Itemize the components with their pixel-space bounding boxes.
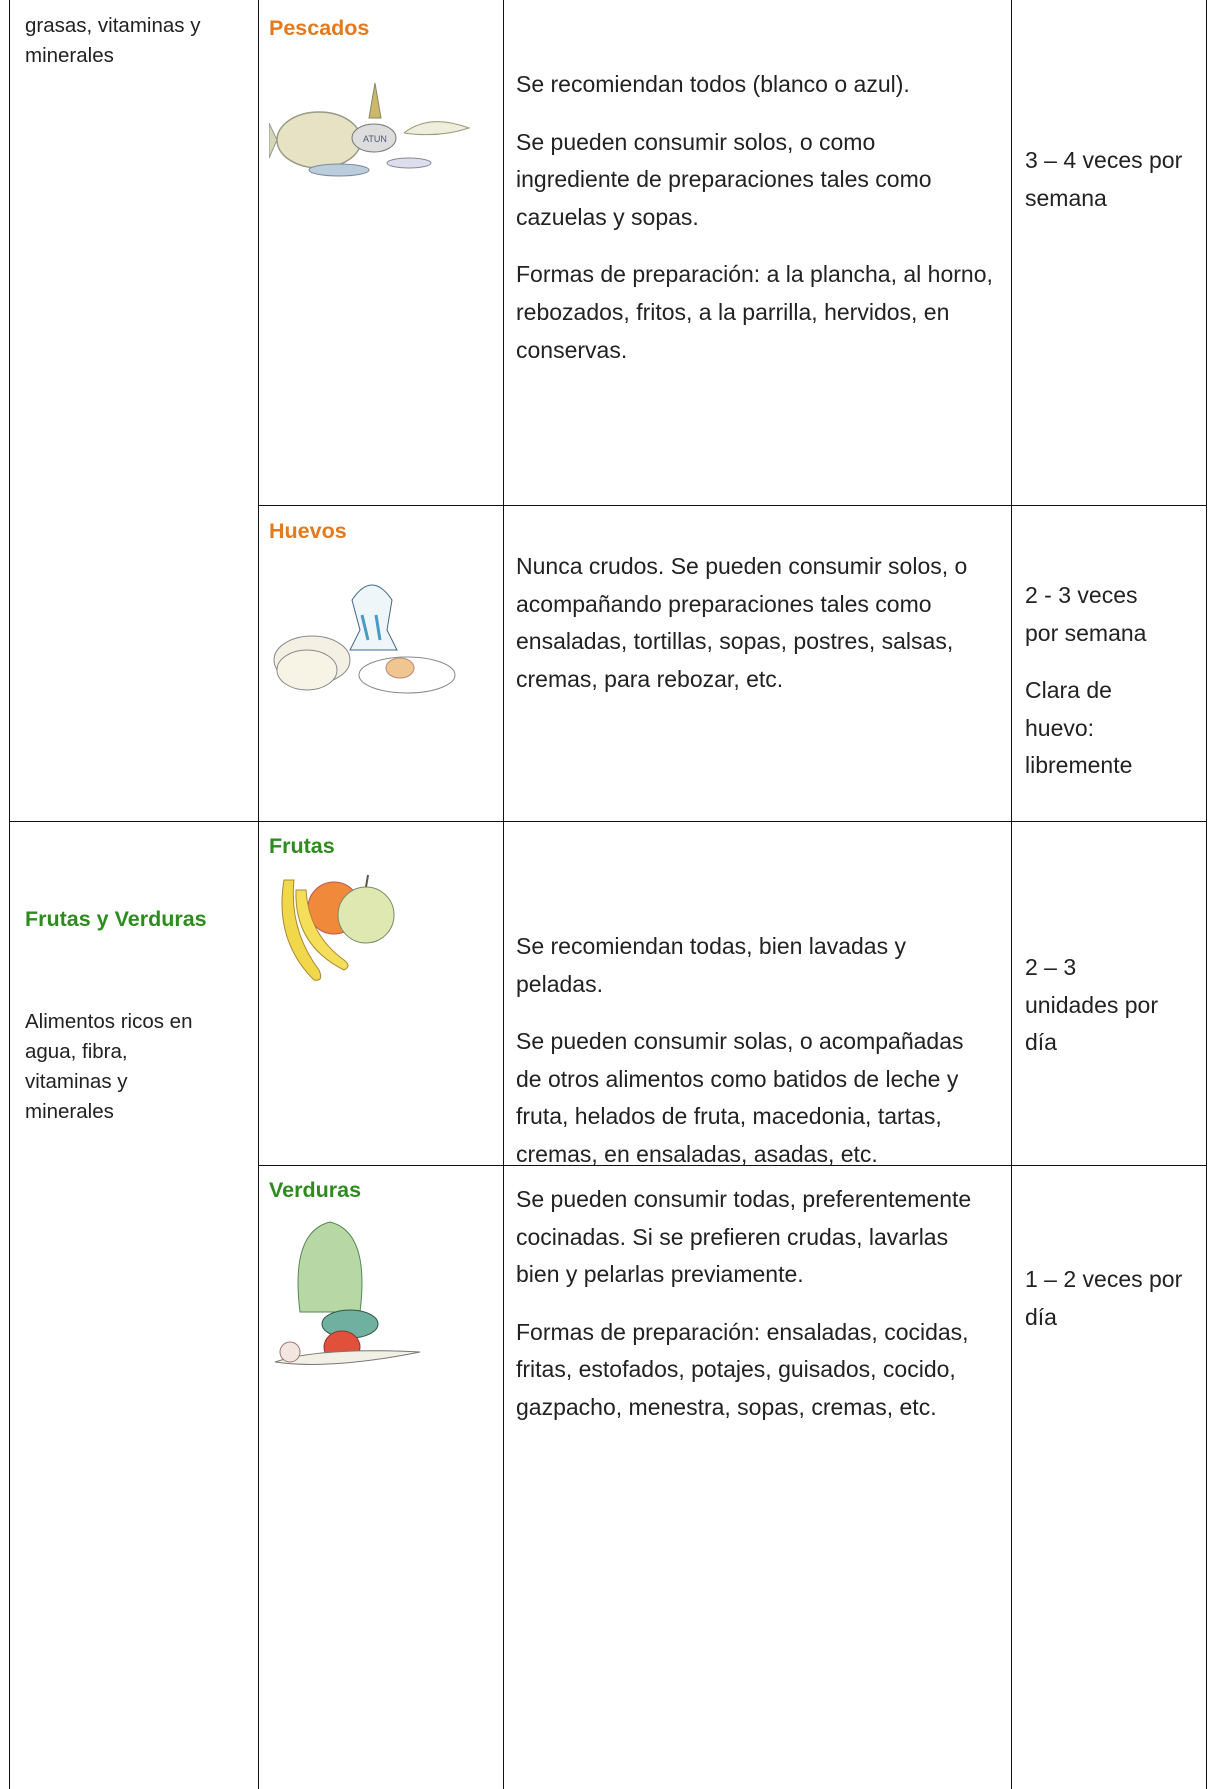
border	[258, 0, 259, 1789]
item-text: Se recomiendan todas, bien lavadas y pel…	[516, 928, 994, 1194]
border	[258, 505, 1207, 506]
paragraph: Se pueden consumir solos, o como ingredi…	[516, 128, 932, 230]
group-description: Alimentos ricos en agua, fibra, vitamina…	[25, 1010, 193, 1123]
paragraph: Se recomiendan todas, bien lavadas y pel…	[516, 933, 906, 997]
paragraph: Clara de huevo: libremente	[1025, 677, 1133, 779]
border	[258, 1165, 1207, 1166]
paragraph: 2 - 3 veces por semana	[1025, 582, 1147, 646]
paragraph: 1 – 2 veces por día	[1025, 1266, 1183, 1330]
item-name: Pescados	[269, 16, 370, 40]
paragraph: 2 – 3 unidades por día	[1025, 954, 1158, 1056]
paragraph: 3 – 4 veces por semana	[1025, 147, 1183, 211]
paragraph: Nunca crudos. Se pueden consumir solos, …	[516, 553, 968, 692]
border	[1206, 0, 1207, 1789]
paragraph: Formas de preparación: ensaladas, cocida…	[516, 1318, 969, 1420]
eggs-illustration	[273, 584, 456, 694]
paragraph: Formas de preparación: a la plancha, al …	[516, 261, 993, 363]
border	[1011, 0, 1012, 1789]
border	[503, 0, 504, 1789]
group-title: Frutas y Verduras	[25, 907, 207, 931]
vegetables-illustration	[274, 1221, 421, 1365]
frequency: 1 – 2 veces por día	[1025, 1261, 1185, 1356]
border	[9, 0, 10, 1789]
group-description: grasas, vitaminas y minerales	[25, 14, 201, 67]
item-text: Nunca crudos. Se pueden consumir solos, …	[516, 548, 994, 718]
frequency: 3 – 4 veces por semana	[1025, 142, 1185, 237]
item-name: Huevos	[269, 519, 347, 543]
paragraph: Se recomiendan todos (blanco o azul).	[516, 71, 910, 97]
svg-text:ATUN: ATUN	[363, 134, 387, 144]
item-name: Verduras	[269, 1178, 362, 1202]
paragraph: Se pueden consumir todas, preferentement…	[516, 1186, 972, 1288]
item-text: Se recomiendan todos (blanco o azul). Se …	[516, 66, 994, 389]
item-name: Frutas	[269, 834, 335, 858]
item-text: Se pueden consumir todas, preferentement…	[516, 1181, 994, 1447]
frequency: 2 – 3 unidades por día	[1025, 949, 1175, 1082]
paragraph: Se pueden consumir solas, o acompañadas …	[516, 1028, 964, 1167]
frequency: 2 - 3 veces por semana Clara de huevo: li…	[1025, 577, 1155, 805]
border	[9, 821, 1207, 822]
fish-illustration: ATUN	[269, 82, 471, 177]
fruit-illustration	[281, 874, 395, 981]
